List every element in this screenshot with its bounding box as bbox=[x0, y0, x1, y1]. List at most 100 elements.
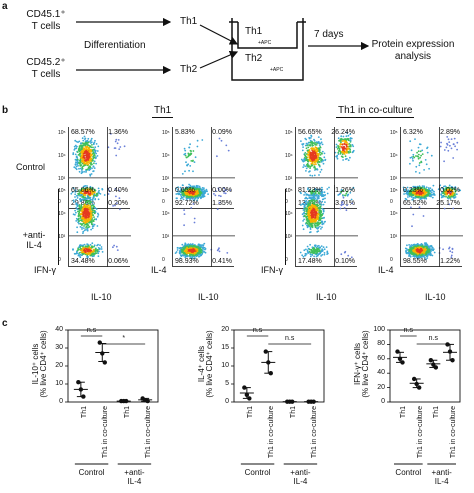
data-point bbox=[263, 349, 268, 354]
panel-a-label: a bbox=[2, 1, 8, 12]
scatter-ytick-label: 10 bbox=[221, 362, 229, 369]
flow-plot: 5.83% 0.09% 92.72% 1.35% 10⁵ 10⁴ 10³ 0 bbox=[162, 127, 235, 209]
quadrant-percentage: 26.24% bbox=[331, 129, 355, 136]
data-point bbox=[124, 398, 129, 404]
scatter-category-label: Th1 in co-culture bbox=[450, 406, 457, 459]
quadrant-percentage: 0.40% bbox=[108, 187, 128, 194]
data-point bbox=[290, 399, 295, 404]
flow-plot: 68.57% 1.36% 29.86% 0.20% 10⁵ 10⁴ 10³ 0 bbox=[58, 127, 131, 209]
axis-arrow bbox=[285, 189, 286, 265]
quadrant-percentage: 65.52% bbox=[403, 200, 427, 207]
quadrant-percentage: 3.01% bbox=[335, 200, 355, 207]
flow-tick-label: 0 bbox=[58, 257, 61, 263]
flow-tick-label: 10⁵ bbox=[390, 130, 398, 136]
flow-density bbox=[401, 127, 463, 209]
quadrant-percentage: 5.83% bbox=[175, 129, 195, 136]
significance-label: n.s bbox=[285, 335, 295, 342]
flow-tick-label: 10⁴ bbox=[162, 211, 170, 217]
group-label: +anti- IL-4 bbox=[431, 468, 452, 487]
donor1-label: CD45.1⁺ T cells bbox=[20, 10, 72, 32]
significance-label: n.s bbox=[86, 327, 97, 334]
data-point bbox=[431, 362, 436, 367]
axis-arrow bbox=[58, 189, 59, 265]
y-label-ifng-1: IFN-γ bbox=[34, 265, 56, 275]
row-label-control: Control bbox=[16, 162, 46, 172]
readout-line1: Protein expression bbox=[371, 39, 455, 50]
flow-density bbox=[401, 185, 463, 267]
scatter-ytick-label: 15 bbox=[221, 344, 229, 351]
donor1-line1: CD45.1⁺ bbox=[26, 9, 66, 20]
flow-tick-label: 10³ bbox=[162, 234, 170, 240]
quadrant-percentage: 29.86% bbox=[71, 200, 95, 207]
row-label-anti: +anti- bbox=[22, 230, 46, 240]
row-label-anti-il4: +anti- IL-4 bbox=[14, 231, 54, 250]
data-point bbox=[242, 385, 247, 390]
group-label: +anti- IL-4 bbox=[290, 468, 311, 487]
flow-tick-label: 10⁴ bbox=[58, 153, 66, 159]
flow-tick-label: 0 bbox=[390, 257, 393, 263]
panel-a-arrows bbox=[76, 17, 370, 81]
scatter-category-label: Th1 bbox=[433, 406, 441, 419]
quadrant-percentage: 0.41% bbox=[212, 258, 232, 265]
data-point bbox=[81, 394, 86, 399]
quadrant-percentage: 25.17% bbox=[436, 200, 460, 207]
data-point bbox=[145, 398, 150, 404]
flow-plot: 81.23% 1.26% 17.48% 0.10% 10⁵ 10⁴ 10³ 0 bbox=[285, 185, 358, 267]
scatter-ytick-label: 5 bbox=[225, 380, 229, 387]
data-point bbox=[100, 351, 105, 356]
significance-label: n.s bbox=[428, 335, 438, 342]
well-th2-label: Th2 bbox=[245, 53, 263, 64]
quadrant-percentage: 1.22% bbox=[440, 258, 460, 265]
data-point bbox=[78, 387, 84, 392]
quadrant-percentage: 34.48% bbox=[71, 258, 95, 265]
data-point bbox=[266, 360, 271, 365]
data-point bbox=[397, 356, 403, 361]
quadrant-percentage: 0.00% bbox=[212, 187, 232, 194]
scatter-ytick-label: 0 bbox=[381, 398, 385, 405]
readout-label: Protein expression analysis bbox=[358, 40, 468, 62]
data-point bbox=[102, 360, 107, 365]
flow-tick-label: 10³ bbox=[285, 234, 293, 240]
group-label: Control bbox=[78, 468, 105, 477]
group-label: Control bbox=[244, 468, 271, 477]
flow-tick-label: 0 bbox=[285, 199, 288, 205]
flow-tick-label: 0 bbox=[162, 257, 165, 263]
significance-label: * bbox=[122, 335, 126, 342]
flow-tick-label: 10³ bbox=[58, 176, 66, 182]
th1-label: Th1 bbox=[180, 16, 198, 27]
quadrant-percentage: 17.48% bbox=[298, 258, 322, 265]
quadrant-percentage: 1.36% bbox=[108, 129, 128, 136]
scatter-ytick-label: 20 bbox=[221, 326, 229, 333]
scatter-ytick-label: 20 bbox=[377, 383, 385, 391]
quadrant-percentage: 0.09% bbox=[212, 129, 232, 136]
data-point bbox=[416, 385, 422, 390]
donor2-line1: CD45.2⁺ bbox=[26, 57, 66, 68]
data-point bbox=[400, 360, 405, 365]
quadrant-percentage: 0.06% bbox=[108, 258, 128, 265]
transwell-outer bbox=[231, 18, 304, 81]
donor2-label: CD45.2⁺ T cells bbox=[20, 58, 72, 80]
flow-plot: 6.32% 2.89% 65.52% 25.17% 10⁵ 10⁴ 10³ 0 bbox=[390, 127, 463, 209]
x-label-2: IL-10 bbox=[198, 292, 219, 302]
donor1-line2: T cells bbox=[31, 21, 61, 32]
arrow-th1-to-well bbox=[199, 24, 239, 45]
flow-density bbox=[173, 185, 235, 267]
data-point bbox=[244, 392, 250, 397]
quadrant-percentage: 98.93% bbox=[175, 258, 199, 265]
panel-c-label: c bbox=[2, 318, 8, 329]
flow-tick-label: 10⁴ bbox=[390, 153, 398, 159]
flow-tick-label: 10⁵ bbox=[390, 188, 398, 194]
data-point bbox=[411, 376, 417, 382]
quadrant-percentage: 6.32% bbox=[403, 129, 423, 136]
flow-tick-label: 10⁴ bbox=[285, 211, 293, 217]
well-th1-apc: +APC bbox=[258, 40, 272, 46]
row-label-il4: IL-4 bbox=[26, 240, 42, 250]
scatter-category-label: Th1 in co-culture bbox=[416, 406, 424, 459]
data-point bbox=[447, 349, 453, 354]
data-point bbox=[247, 396, 252, 401]
readout-line2: analysis bbox=[394, 51, 432, 62]
x-label-3: IL-10 bbox=[316, 292, 337, 302]
quadrant-percentage: 1.35% bbox=[212, 200, 232, 207]
x-label-1: IL-10 bbox=[91, 292, 112, 302]
well-th1-label: Th1 bbox=[245, 26, 263, 37]
